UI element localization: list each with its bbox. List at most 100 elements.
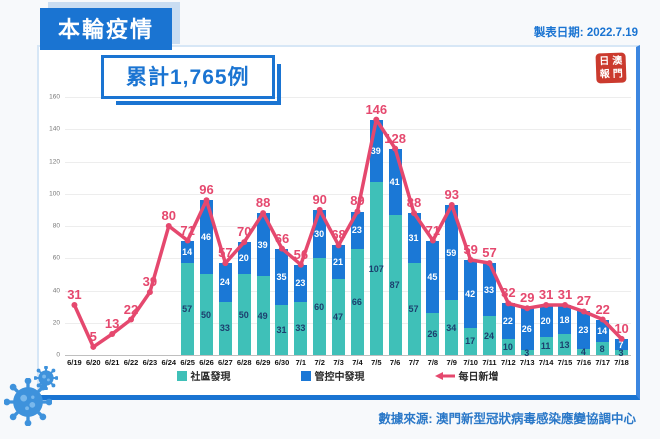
- bar-segment-community: [426, 313, 440, 355]
- legend-item-community: 社區發現: [176, 368, 231, 383]
- x-axis: 6/19 6/20 6/21 6/22 6/23 6/24 6/25 6/26 6/27 6/28…: [65, 358, 631, 370]
- daily-new-line: [71, 116, 625, 350]
- daily-new-value: 5: [89, 328, 97, 344]
- x-tick-label: 7/7: [408, 358, 420, 367]
- x-tick-label: 6/27: [218, 358, 233, 367]
- daily-new-value: 88: [255, 195, 271, 211]
- line-point: [411, 210, 418, 217]
- bar-segment-community: [445, 300, 459, 355]
- daily-new-value: 57: [218, 245, 233, 261]
- bar-segment-community: [539, 337, 553, 355]
- bar-value-controlled: 18: [559, 314, 570, 325]
- y-tick-label: 140: [49, 125, 60, 133]
- bar-value-community: 8: [599, 343, 605, 354]
- bar-segment-controlled: [294, 264, 308, 302]
- bar-segment-community: [350, 248, 364, 355]
- y-tick-label: 60: [52, 254, 60, 262]
- x-tick-label: 7/3: [333, 358, 344, 367]
- virus-icon-large: [4, 378, 52, 426]
- line-point: [486, 260, 493, 267]
- y-axis: 0 20 40 60 80 100 120 140 160: [39, 93, 63, 359]
- x-tick-label: 7/8: [427, 358, 439, 367]
- bar-segment-community: [615, 350, 629, 355]
- bar-value-controlled: 14: [597, 325, 608, 336]
- bar-value-community: 107: [368, 263, 384, 274]
- y-tick-label: 120: [49, 158, 60, 165]
- bar-value-community: 34: [446, 322, 457, 333]
- cumulative-total-box: 累計1,765例: [101, 55, 281, 105]
- bar-value-community: 26: [427, 329, 438, 340]
- x-tick-label: 7/11: [482, 358, 497, 367]
- line-point: [71, 302, 78, 309]
- bar-value-controlled: 20: [540, 316, 551, 327]
- daily-new-value: 68: [331, 227, 346, 243]
- plot-area: 57 14 50 46 33 24 50 20 49 39 31 35 33 23 60 30 47 21 66 23…: [65, 97, 631, 358]
- bar-value-controlled: 26: [521, 324, 532, 335]
- bar-value-community: 87: [389, 279, 400, 290]
- gridline: [65, 258, 631, 260]
- line-point: [184, 237, 191, 244]
- bar-segment-community: [332, 279, 346, 355]
- daily-new-value: 10: [614, 320, 629, 336]
- bar-segment-controlled: [577, 311, 591, 349]
- bar-value-community: 57: [408, 304, 419, 315]
- daily-new-value: 90: [312, 191, 327, 207]
- seal-char: 澳: [612, 55, 623, 67]
- line-point: [222, 260, 229, 267]
- legend-item-daily: 每日新增: [434, 368, 499, 383]
- daily-new-value: 22: [123, 301, 139, 317]
- daily-new-value: 89: [350, 193, 365, 209]
- x-tick-label: 6/24: [161, 358, 177, 367]
- legend-line-arrow-icon: [434, 371, 455, 380]
- page-title-text: 本輪疫情: [58, 17, 155, 42]
- line-point: [146, 289, 153, 296]
- y-tick-label: 80: [52, 222, 60, 230]
- x-tick-label: 7/16: [576, 358, 592, 367]
- bar-segment-community: [294, 301, 308, 355]
- gridline: [65, 290, 631, 292]
- bar-segment-controlled: [200, 200, 213, 275]
- x-tick-label: 7/4: [352, 358, 363, 367]
- daily-new-value: 88: [406, 195, 422, 211]
- bar-segment-controlled: [464, 259, 478, 328]
- bar-value-controlled: 39: [257, 239, 268, 250]
- y-tick-label: 160: [49, 93, 60, 101]
- bar-value-controlled: 33: [483, 284, 494, 295]
- bar-segment-community: [218, 301, 232, 355]
- gridline: [65, 161, 631, 163]
- line-point: [599, 316, 606, 323]
- bar-value-controlled: 42: [465, 288, 476, 299]
- bar-segment-controlled: [218, 263, 232, 302]
- bar-value-community: 47: [333, 312, 344, 323]
- bar-segment-community: [520, 350, 534, 355]
- bar-segment-community: [558, 334, 572, 355]
- x-tick-label: 6/21: [104, 358, 120, 367]
- bar-segment-controlled: [275, 248, 289, 306]
- bar-value-controlled: 39: [370, 146, 381, 157]
- line-point: [128, 316, 135, 323]
- daily-new-value: 56: [293, 246, 309, 262]
- bar-segment-controlled: [558, 305, 572, 335]
- line-point: [278, 245, 285, 252]
- legend-label-daily: 每日新增: [458, 372, 499, 383]
- daily-new-value: 96: [199, 182, 214, 198]
- bar-segment-community: [464, 327, 478, 355]
- line-point: [203, 197, 210, 204]
- bar-segment-community: [256, 276, 270, 355]
- x-tick-label: 7/6: [389, 358, 401, 367]
- bar-value-community: 3: [618, 347, 624, 358]
- bar-value-community: 4: [580, 346, 586, 357]
- legend-swatch-controlled-icon: [300, 370, 311, 381]
- y-tick-label: 40: [52, 287, 60, 294]
- report-date: 製表日期: 2022.7.19: [533, 27, 638, 39]
- bar-segment-community: [369, 182, 383, 355]
- cumulative-total-label: 累計1,765例: [126, 66, 250, 89]
- bar-value-controlled: 30: [314, 229, 325, 240]
- bar-segment-controlled: [426, 240, 440, 314]
- bar-segment-controlled: [407, 213, 421, 264]
- x-tick-label: 6/19: [67, 358, 82, 367]
- line-point: [373, 116, 380, 123]
- x-tick-label: 7/13: [519, 358, 535, 367]
- daily-new-value: 29: [519, 290, 535, 306]
- x-tick-label: 7/5: [371, 358, 382, 367]
